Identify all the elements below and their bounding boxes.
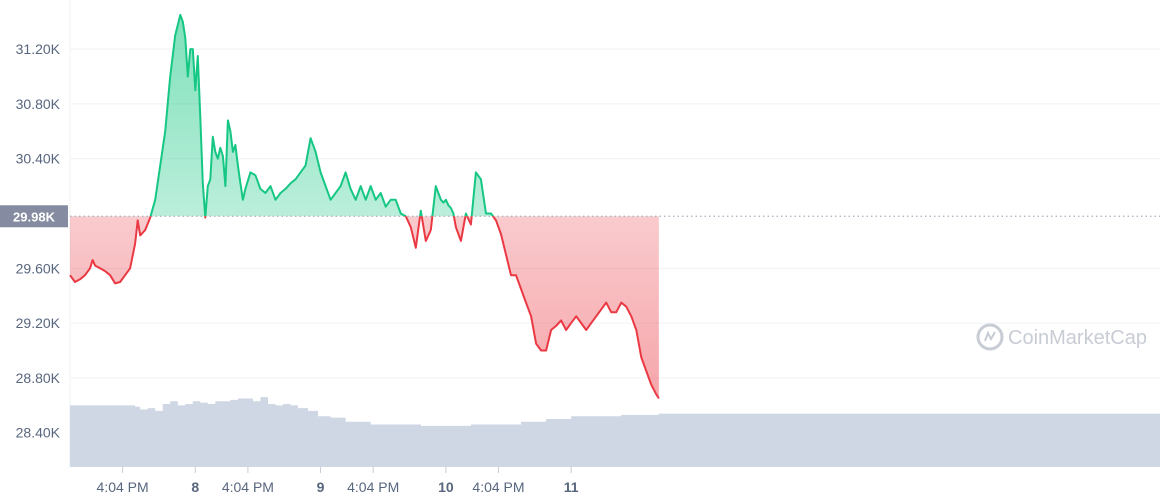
x-tick-label: 9 xyxy=(317,479,325,495)
x-tick-label: 4:04 PM xyxy=(472,479,524,495)
volume-bars xyxy=(70,397,1160,467)
reference-label: 29.98K xyxy=(13,209,56,224)
area-above-reference xyxy=(150,14,494,217)
price-area-fill xyxy=(70,14,659,399)
x-tick-label: 10 xyxy=(438,479,454,495)
y-tick-label: 30.80K xyxy=(16,96,61,112)
watermark-logo-mark xyxy=(984,330,996,342)
area-below-reference xyxy=(70,216,659,399)
y-tick-label: 29.60K xyxy=(16,260,61,276)
x-tick-label: 4:04 PM xyxy=(347,479,399,495)
y-axis: 31.20K 30.80K 30.40K 29.60K 29.20K 28.80K 28.4… xyxy=(16,41,61,441)
y-tick-label: 30.40K xyxy=(16,151,61,167)
x-axis: 4:04 PM 8 4:04 PM 9 4:04 PM 10 4:04 PM 11 xyxy=(97,467,579,495)
watermark-logo-icon xyxy=(976,323,1004,351)
reference-label-box xyxy=(0,205,68,228)
price-line-up[interactable] xyxy=(70,13,659,399)
watermark-text: CoinMarketCap xyxy=(1008,327,1147,349)
y-tick-label: 28.80K xyxy=(16,370,61,386)
reference-line: 29.98K xyxy=(0,205,1160,228)
x-tick-label: 4:04 PM xyxy=(97,479,149,495)
volume-area xyxy=(70,397,1160,467)
y-tick-label: 28.40K xyxy=(16,425,61,441)
x-tick-label: 4:04 PM xyxy=(222,479,274,495)
y-tick-label: 29.20K xyxy=(16,315,61,331)
price-line[interactable] xyxy=(69,13,660,400)
x-tick-label: 11 xyxy=(564,479,579,495)
price-line-down[interactable] xyxy=(69,15,660,400)
y-tick-label: 31.20K xyxy=(16,41,61,57)
coinmarketcap-watermark: CoinMarketCap xyxy=(976,323,1147,351)
x-tick-label: 8 xyxy=(191,479,199,495)
